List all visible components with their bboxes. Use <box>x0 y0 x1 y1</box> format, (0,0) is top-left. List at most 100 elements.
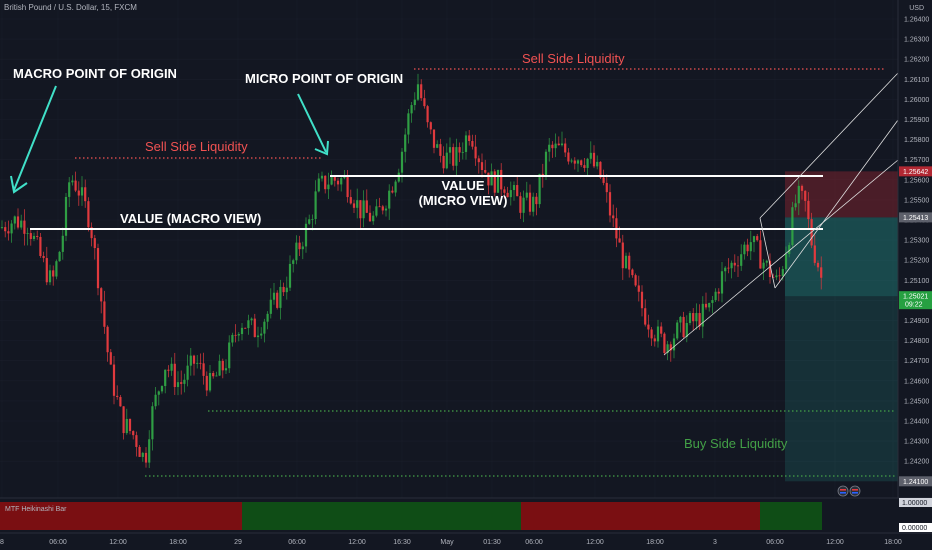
bear-candle <box>458 147 461 153</box>
bear-candle <box>736 265 740 267</box>
bear-candle <box>4 227 7 232</box>
bull-candle <box>176 382 180 388</box>
bull-candle <box>311 218 314 220</box>
channel-upper <box>759 72 899 219</box>
bear-candle <box>180 382 183 384</box>
bull-candle <box>445 152 448 169</box>
bull-candle <box>589 152 592 159</box>
bear-candle <box>244 327 247 329</box>
bull-candle <box>548 144 551 152</box>
bear-candle <box>324 175 327 190</box>
macro-origin-arrow <box>10 85 57 194</box>
price-label: 1.26100 <box>904 77 929 84</box>
bear-candle <box>628 255 631 270</box>
bull-candle <box>208 372 212 391</box>
bull-candle <box>327 184 330 190</box>
bullish-segment <box>760 502 822 530</box>
bear-candle <box>346 175 349 198</box>
trade-zones <box>785 171 898 482</box>
bull-candle <box>279 286 282 308</box>
bear-candle <box>717 291 720 294</box>
bull-candle <box>215 375 218 377</box>
bear-candle <box>109 352 112 365</box>
bear-candle <box>298 242 301 250</box>
bull-candle <box>538 173 541 205</box>
bull-candle <box>58 251 61 262</box>
bear-candle <box>503 189 506 193</box>
bear-candle <box>439 144 442 156</box>
price-label: 1.24600 <box>904 378 929 385</box>
bear-candle <box>660 326 663 334</box>
bull-candle <box>708 302 711 308</box>
chart-nav-buttons[interactable] <box>837 485 861 497</box>
time-label: 12:00 <box>826 539 844 546</box>
bear-candle <box>173 363 176 388</box>
chart-grid <box>0 0 898 498</box>
candlestick-series <box>0 73 823 469</box>
bear-candle <box>778 275 781 277</box>
symbol-title[interactable]: British Pound / U.S. Dollar, 15, FXCM <box>4 3 137 12</box>
bear-candle <box>567 152 570 162</box>
price-axis[interactable]: 1.26400 1.26300 1.26200 1.26100 1.26000 1.259… <box>897 0 932 498</box>
bull-candle <box>164 369 167 387</box>
bull-candle <box>596 161 599 167</box>
target-zone <box>785 217 898 297</box>
bull-candle <box>448 147 452 153</box>
bear-candle <box>429 122 432 130</box>
bear-candle <box>500 169 503 190</box>
time-axis[interactable]: 8 06:00 12:00 18:00 29 06:00 12:00 16:30 May 01:3… <box>0 532 932 546</box>
bear-candle <box>432 129 436 148</box>
bull-candle <box>228 342 231 369</box>
bear-candle <box>132 431 135 436</box>
bull-candle <box>522 197 525 213</box>
bear-candle <box>282 286 285 293</box>
bull-candle <box>247 320 250 329</box>
bear-candle <box>144 452 148 463</box>
indicator-pane[interactable]: MTF Heikinashi Bar 1.00000 0.00000 <box>0 497 932 532</box>
bear-candle <box>84 187 87 202</box>
bear-candle <box>45 258 48 283</box>
bear-candle <box>634 275 637 286</box>
bull-candle <box>688 313 692 323</box>
bear-candle <box>640 291 644 309</box>
bull-candle <box>544 151 548 176</box>
channel-mid <box>774 119 899 289</box>
bear-candle <box>474 146 477 159</box>
bull-candle <box>384 208 388 211</box>
bull-candle <box>260 333 263 336</box>
bear-candle <box>756 236 759 241</box>
time-label: 06:00 <box>766 539 784 546</box>
bear-candle <box>807 200 810 220</box>
bull-candle <box>461 151 464 153</box>
bull-candle <box>64 196 68 236</box>
bull-candle <box>237 334 240 336</box>
bear-candle <box>468 135 471 142</box>
time-label: 06:00 <box>49 539 67 546</box>
channel-edge <box>759 217 776 289</box>
bull-candle <box>308 219 311 224</box>
bear-candle <box>452 147 455 166</box>
time-label: May <box>440 539 454 546</box>
bear-candle <box>276 292 279 308</box>
bear-candle <box>42 255 45 259</box>
bear-candle <box>487 172 490 186</box>
bear-candle <box>119 397 122 407</box>
bull-candle <box>292 260 295 264</box>
bear-candle <box>493 171 496 193</box>
current-price-text: 1.25021 <box>903 294 928 301</box>
price-label: 1.26400 <box>904 17 929 24</box>
bear-candle <box>477 158 480 163</box>
ssl-top-label: Sell Side Liquidity <box>522 51 625 66</box>
bear-candle <box>167 369 170 371</box>
bear-candle <box>93 238 96 249</box>
bear-candle <box>535 196 538 205</box>
bull-candle <box>240 327 244 335</box>
bear-candle <box>644 308 647 325</box>
bull-candle <box>586 158 589 168</box>
bear-candle <box>663 333 666 353</box>
price-label: 1.26000 <box>904 97 929 104</box>
bull-candle <box>183 379 186 384</box>
time-label: 29 <box>234 539 242 546</box>
bear-candle <box>420 84 423 99</box>
